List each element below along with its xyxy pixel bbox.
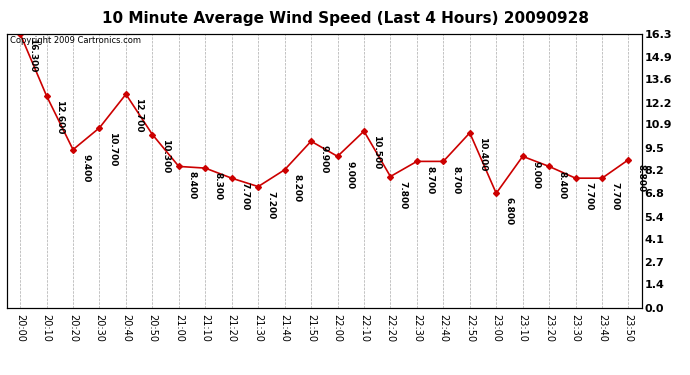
Text: 8.800: 8.800 <box>637 164 646 192</box>
Text: Copyright 2009 Cartronics.com: Copyright 2009 Cartronics.com <box>10 36 141 45</box>
Text: 16.300: 16.300 <box>28 38 37 72</box>
Text: 8.700: 8.700 <box>425 165 434 194</box>
Text: 12.700: 12.700 <box>135 98 144 133</box>
Text: 8.200: 8.200 <box>293 174 302 202</box>
Text: 8.400: 8.400 <box>558 171 566 199</box>
Text: 7.700: 7.700 <box>611 182 620 211</box>
Text: 8.400: 8.400 <box>187 171 196 199</box>
Text: 10.700: 10.700 <box>108 132 117 166</box>
Text: 12.600: 12.600 <box>55 100 64 134</box>
Text: 10 Minute Average Wind Speed (Last 4 Hours) 20090928: 10 Minute Average Wind Speed (Last 4 Hou… <box>101 11 589 26</box>
Text: 10.300: 10.300 <box>161 139 170 173</box>
Text: 8.300: 8.300 <box>214 172 223 200</box>
Text: 7.700: 7.700 <box>584 182 593 211</box>
Text: 9.900: 9.900 <box>319 146 328 174</box>
Text: 8.700: 8.700 <box>452 165 461 194</box>
Text: 9.000: 9.000 <box>346 160 355 189</box>
Text: 9.000: 9.000 <box>531 160 540 189</box>
Text: 9.400: 9.400 <box>81 154 90 182</box>
Text: 7.200: 7.200 <box>266 191 275 219</box>
Text: 7.800: 7.800 <box>399 181 408 209</box>
Text: 6.800: 6.800 <box>504 198 513 226</box>
Text: 10.400: 10.400 <box>478 137 487 171</box>
Text: 10.500: 10.500 <box>373 135 382 170</box>
Text: 7.700: 7.700 <box>240 182 249 211</box>
